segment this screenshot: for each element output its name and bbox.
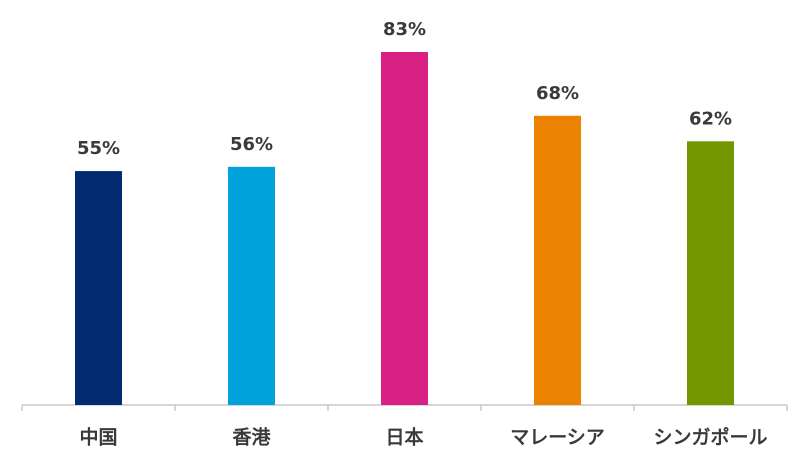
bar <box>687 141 734 406</box>
value-label: 55% <box>77 138 120 159</box>
bar <box>381 52 428 405</box>
value-label: 83% <box>383 19 426 40</box>
value-label: 68% <box>536 83 579 104</box>
value-label: 62% <box>689 108 732 129</box>
bar <box>534 115 581 406</box>
bar <box>228 166 275 405</box>
x-tick-label: 中国 <box>79 426 117 449</box>
bar <box>75 171 122 405</box>
value-label: 56% <box>230 134 273 155</box>
x-tick-label: マレーシア <box>510 427 605 449</box>
x-tick-label: シンガポール <box>653 426 767 449</box>
x-tick-label: 香港 <box>231 427 271 449</box>
x-tick-label: 日本 <box>385 426 423 449</box>
